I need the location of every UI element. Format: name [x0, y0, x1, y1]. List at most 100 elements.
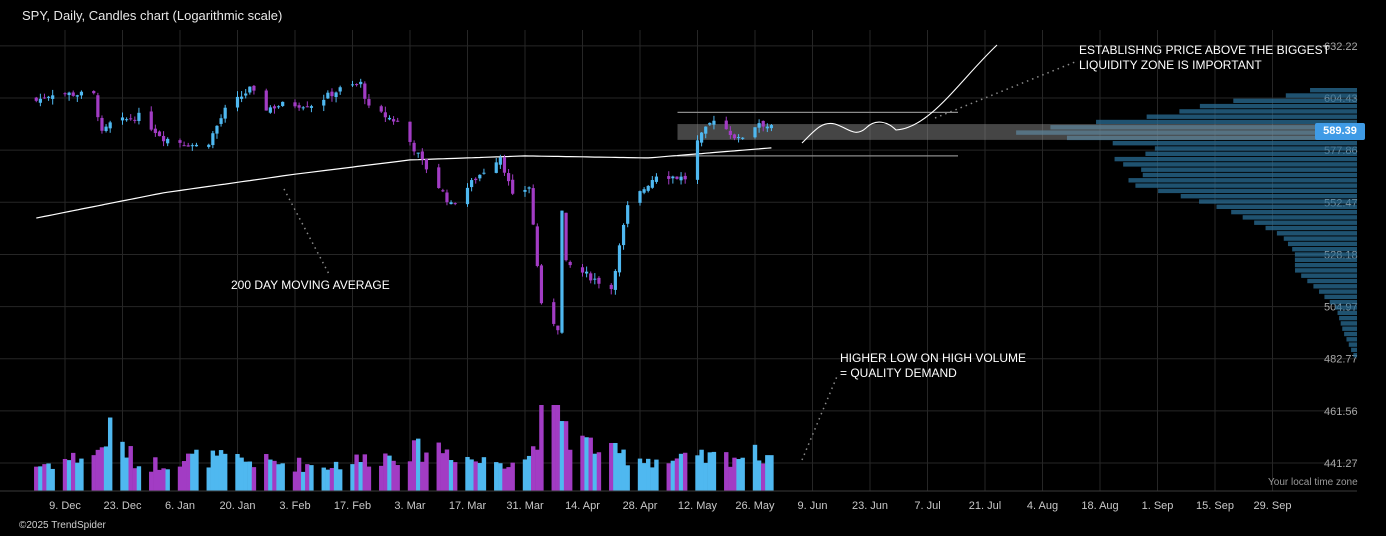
- volume-profile-bar: [1344, 331, 1357, 337]
- volume-bar: [682, 452, 688, 491]
- candle-body: [589, 273, 593, 281]
- candle-body: [535, 226, 539, 266]
- projection-curve: [801, 44, 998, 144]
- volume-profile-bar: [1233, 98, 1357, 103]
- candle-body: [240, 96, 244, 99]
- candle-body: [67, 92, 71, 96]
- candle-body: [593, 278, 597, 280]
- candle-body: [704, 126, 708, 134]
- volume-bar: [337, 469, 343, 491]
- timezone-label[interactable]: Your local time zone: [1268, 477, 1358, 488]
- volume-profile-bar: [1135, 183, 1357, 188]
- volume-bar: [613, 442, 618, 491]
- volume-bar: [71, 452, 76, 491]
- volume-bar: [637, 458, 643, 491]
- x-tick-label: 15. Sep: [1196, 500, 1234, 512]
- candle-body: [211, 133, 215, 146]
- volume-bar: [526, 455, 532, 491]
- volume-profile-bar: [1242, 215, 1357, 220]
- volume-profile-bar: [1310, 88, 1357, 93]
- x-tick-label: 9. Dec: [49, 500, 81, 512]
- candle-body: [552, 302, 556, 324]
- volume-profile-bar: [1016, 130, 1357, 135]
- x-tick-label: 21. Jul: [969, 500, 1001, 512]
- candle-body: [470, 180, 474, 188]
- volume-bar: [239, 457, 244, 491]
- volume-bar: [333, 461, 339, 491]
- volume-bar: [214, 455, 220, 491]
- candle-body: [355, 84, 359, 86]
- volume-bar: [34, 466, 39, 491]
- volume-bar: [555, 405, 561, 491]
- candle-body: [482, 172, 486, 174]
- volume-bar: [395, 465, 400, 491]
- candle-body: [474, 178, 478, 181]
- liquidity-annotation: ESTABLISHNG PRICE ABOVE THE BIGGEST LIQU…: [1079, 43, 1330, 72]
- candle-body: [617, 245, 622, 273]
- candle-body: [391, 119, 396, 122]
- volume-bar: [641, 463, 647, 491]
- candle-body: [363, 83, 367, 99]
- candle-body: [71, 92, 75, 96]
- candle-body: [671, 176, 675, 179]
- volume-bar: [206, 467, 211, 491]
- volume-profile-bar: [1179, 109, 1357, 114]
- candle-body: [700, 132, 704, 143]
- candle-body: [34, 97, 38, 101]
- volume-bar: [190, 453, 195, 491]
- volume-bar: [420, 461, 425, 491]
- volume-profile-bar: [1216, 204, 1357, 209]
- volume-bar: [350, 464, 355, 491]
- candle-body: [650, 180, 654, 188]
- candle-body: [309, 106, 314, 108]
- candle-body: [449, 202, 453, 205]
- volume-bar: [535, 449, 540, 491]
- candle-body: [182, 145, 186, 147]
- volume-bar: [387, 455, 392, 491]
- volume-bar: [674, 458, 680, 491]
- candle-body: [379, 106, 383, 112]
- candle-body: [695, 140, 700, 180]
- volume-bar: [132, 468, 138, 491]
- volume-bar: [580, 435, 585, 491]
- candle-body: [679, 176, 683, 181]
- candle-body: [753, 127, 757, 138]
- volume-bar: [358, 462, 363, 491]
- candle-body: [100, 117, 104, 131]
- candle-body: [494, 162, 498, 173]
- volume-bar: [321, 467, 326, 491]
- volume-bar: [157, 469, 162, 491]
- x-tick-label: 26. May: [735, 500, 775, 512]
- candle-body: [190, 145, 194, 147]
- candle-body: [96, 95, 100, 118]
- candle-body: [736, 137, 741, 139]
- volume-bar: [567, 449, 573, 491]
- candle-body: [396, 120, 400, 122]
- candle-body: [194, 144, 199, 147]
- volume-bar: [617, 453, 622, 491]
- volume-bar: [654, 459, 659, 491]
- volume-bar: [498, 463, 503, 491]
- candle-body: [609, 284, 613, 290]
- candle-body: [580, 267, 585, 273]
- volume-bar: [670, 460, 676, 491]
- volume-bar: [711, 451, 717, 491]
- volume-profile-bar: [1346, 337, 1357, 342]
- candle-body: [437, 167, 441, 188]
- volume-profile-bar: [1301, 273, 1357, 278]
- volume-bar: [309, 465, 314, 491]
- candle-body: [293, 102, 297, 107]
- candle-body: [125, 119, 129, 121]
- candle-body: [215, 125, 219, 134]
- y-tick-label: 461.56: [1324, 406, 1358, 418]
- volume-bar: [473, 461, 478, 491]
- x-tick-label: 18. Aug: [1081, 500, 1118, 512]
- candle-body: [133, 119, 137, 121]
- candle-body: [178, 140, 182, 143]
- x-tick-label: 1. Sep: [1142, 500, 1174, 512]
- volume-profile-bar: [1066, 135, 1357, 141]
- volume-profile-bar: [1313, 284, 1357, 289]
- candle-body: [153, 128, 157, 134]
- x-tick-label: 17. Feb: [334, 500, 371, 512]
